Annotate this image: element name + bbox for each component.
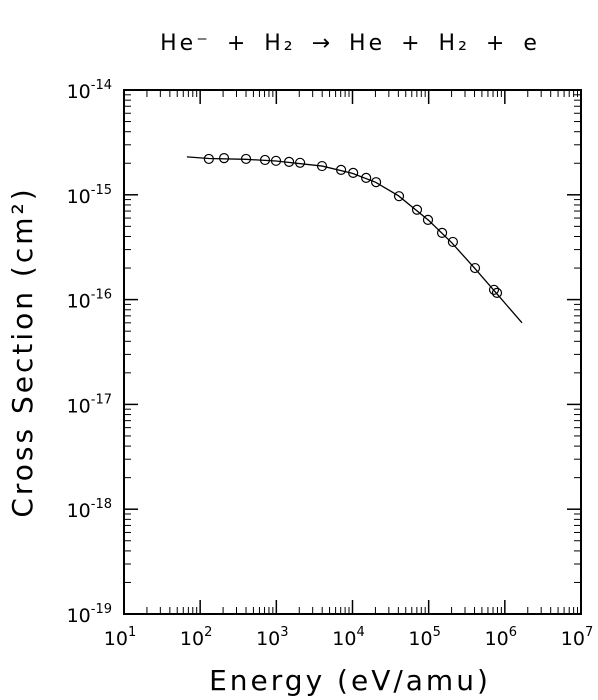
- data-point: [361, 172, 372, 183]
- y-tick-label: 10-14: [67, 78, 112, 103]
- tick-exponent: -19: [91, 602, 112, 617]
- tick-exponent: -16: [91, 288, 112, 303]
- x-tick-label: 104: [332, 625, 364, 650]
- tick-base: 10: [67, 605, 91, 627]
- data-point: [422, 214, 434, 226]
- tick-exponent: 1: [128, 625, 136, 640]
- tick-base: 10: [180, 628, 204, 650]
- tick-exponent: -17: [91, 392, 112, 407]
- x-tick-label: 102: [180, 625, 212, 650]
- data-point: [393, 191, 405, 202]
- data-point: [370, 177, 382, 188]
- y-tick-label: 10-17: [67, 392, 112, 417]
- tick-base: 10: [256, 628, 280, 650]
- x-tick-label: 105: [408, 625, 440, 650]
- tick-base: 10: [104, 628, 128, 650]
- tick-exponent: 5: [433, 625, 441, 640]
- y-tick-label: 10-19: [67, 602, 112, 627]
- y-tick-label: 10-18: [67, 497, 112, 522]
- data-point: [488, 284, 500, 295]
- tick-exponent: 7: [585, 625, 593, 640]
- tick-base: 10: [67, 81, 91, 103]
- tick-base: 10: [67, 186, 91, 208]
- fit-line: [186, 156, 523, 324]
- tick-exponent: 4: [356, 625, 364, 640]
- tick-base: 10: [67, 291, 91, 313]
- x-tick-label: 106: [485, 625, 517, 650]
- data-point: [218, 152, 230, 164]
- data-point: [469, 262, 481, 274]
- data-point: [411, 204, 423, 215]
- tick-base: 10: [332, 628, 356, 650]
- y-tick-label: 10-15: [67, 183, 112, 208]
- x-tick-label: 101: [104, 625, 136, 650]
- tick-exponent: 6: [509, 625, 517, 640]
- tick-exponent: -18: [91, 497, 112, 512]
- tick-exponent: -15: [91, 183, 112, 198]
- tick-base: 10: [67, 500, 91, 522]
- y-axis-label: Cross Section (cm²): [6, 186, 39, 517]
- tick-exponent: -14: [91, 78, 112, 93]
- x-axis-label: Energy (eV/amu): [209, 664, 491, 696]
- tick-base: 10: [67, 395, 91, 417]
- tick-base: 10: [408, 628, 432, 650]
- x-tick-label: 103: [256, 625, 288, 650]
- y-tick-label: 10-16: [67, 288, 112, 313]
- tick-exponent: 2: [204, 625, 212, 640]
- data-point: [447, 236, 458, 248]
- data-point: [491, 287, 503, 298]
- tick-exponent: 3: [280, 625, 288, 640]
- data-point: [436, 227, 448, 238]
- x-tick-label: 107: [561, 625, 593, 650]
- tick-base: 10: [561, 628, 585, 650]
- chart-title: He⁻ + H₂ → He + H₂ + e: [160, 31, 540, 56]
- tick-base: 10: [485, 628, 509, 650]
